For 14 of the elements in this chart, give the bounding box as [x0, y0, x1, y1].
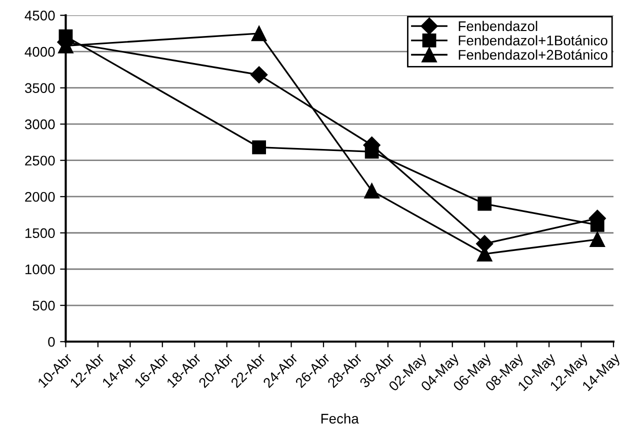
- y-tick-label: 2000: [25, 192, 55, 202]
- y-tick-label: 3500: [24, 83, 55, 94]
- y-tick-label: 2500: [25, 156, 55, 166]
- y-tick-label: 1000: [25, 264, 55, 274]
- legend-label: Fenbendazol: [458, 20, 538, 32]
- y-tick-label: 4500: [24, 10, 55, 20]
- x-axis-title: Fecha: [321, 413, 359, 424]
- legend-label: Fenbendazol+2Botánico: [458, 49, 608, 60]
- y-tick-label: 1500: [25, 228, 55, 238]
- y-tick-label: 0: [48, 336, 55, 347]
- y-tick-label: 4000: [24, 46, 55, 57]
- legend-label: Fenbendazol+1Botánico: [458, 35, 608, 46]
- y-tick-label: 3000: [24, 119, 55, 130]
- y-tick-label: 500: [32, 300, 55, 311]
